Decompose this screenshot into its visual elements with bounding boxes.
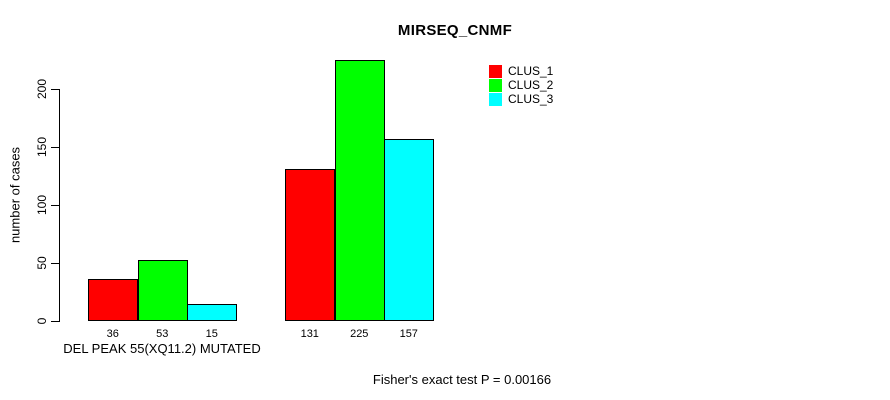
x-group-label: DEL PEAK 55(XQ11.2) MUTATED xyxy=(63,341,261,356)
legend-label: CLUS_2 xyxy=(508,78,554,92)
y-axis-tick-label: 150 xyxy=(35,136,49,158)
legend-swatch-clus_1 xyxy=(489,64,502,78)
legend-label: CLUS_3 xyxy=(508,92,554,106)
legend-swatch-clus_3 xyxy=(489,92,502,106)
y-axis-tick xyxy=(51,89,59,90)
y-axis-label: number of cases xyxy=(7,146,23,244)
legend-item-clus_2: CLUS_2 xyxy=(489,78,553,92)
y-axis-tick-label: 100 xyxy=(35,194,49,216)
bar-value-label: 53 xyxy=(156,328,169,340)
legend: CLUS_1 CLUS_2 CLUS_3 xyxy=(489,64,553,106)
bar-value-label: 225 xyxy=(350,328,369,340)
legend-swatch-clus_2 xyxy=(489,78,502,92)
y-axis-tick xyxy=(51,321,59,322)
bar-value-label: 36 xyxy=(106,328,119,340)
legend-label: CLUS_1 xyxy=(508,64,554,78)
y-axis-tick-label: 50 xyxy=(35,256,49,270)
legend-item-clus_3: CLUS_3 xyxy=(489,92,553,106)
y-axis-tick xyxy=(51,147,59,148)
fisher-test-note: Fisher's exact test P = 0.00166 xyxy=(372,372,552,387)
bar-value-label: 131 xyxy=(300,328,319,340)
legend-item-clus_1: CLUS_1 xyxy=(489,64,553,78)
y-axis-tick-label: 200 xyxy=(35,78,49,100)
bar-clus_3-group1 xyxy=(187,304,237,321)
bar-clus_1-group2 xyxy=(285,169,335,321)
y-axis xyxy=(59,89,60,322)
chart-title: MIRSEQ_CNMF xyxy=(397,22,513,39)
bar-clus_3-group2 xyxy=(384,139,434,321)
bar-value-label: 157 xyxy=(399,328,418,340)
bar-clus_1-group1 xyxy=(88,279,138,321)
bar-clus_2-group2 xyxy=(334,60,385,321)
bar-value-label: 15 xyxy=(205,328,218,340)
y-axis-tick xyxy=(51,263,59,264)
y-axis-tick xyxy=(51,205,59,206)
bar-clus_2-group1 xyxy=(137,260,188,321)
y-axis-tick-label: 0 xyxy=(35,317,49,325)
